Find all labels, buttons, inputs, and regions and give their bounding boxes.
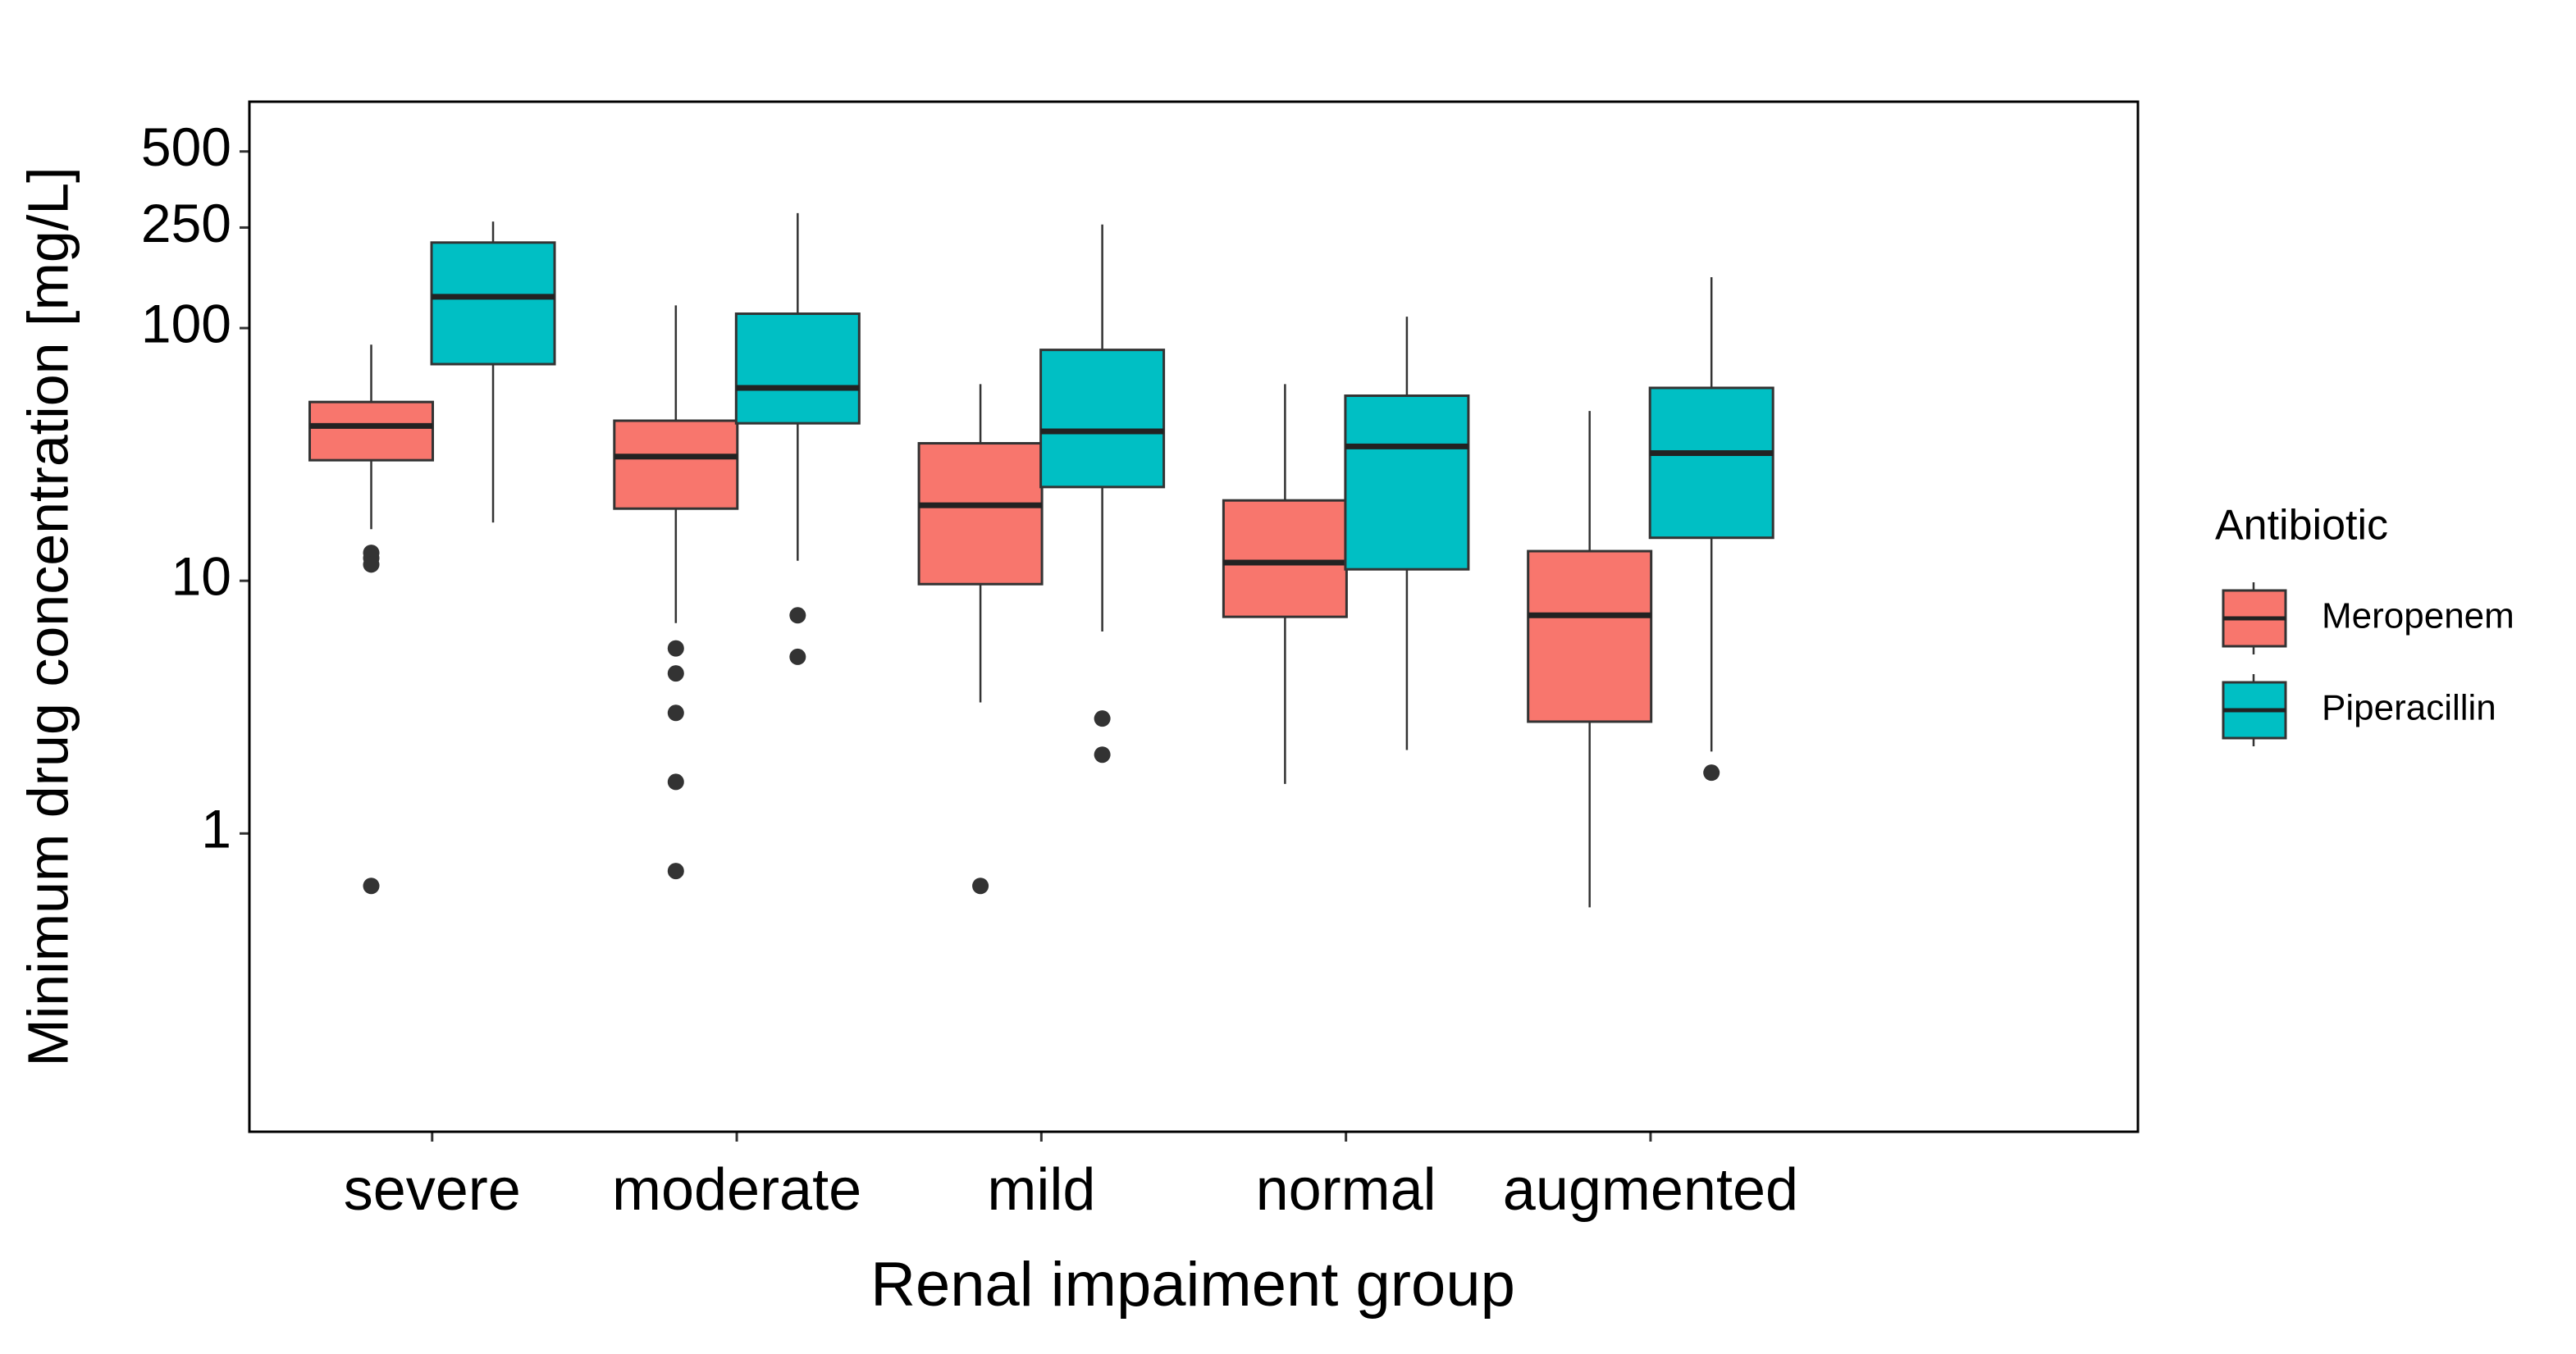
y-tick-label: 1 — [201, 799, 231, 859]
outlier — [363, 878, 380, 895]
box — [1648, 386, 1774, 540]
y-tick-label: 250 — [141, 193, 231, 253]
x-tick-label: severe — [344, 1157, 521, 1223]
box — [613, 419, 739, 510]
outlier — [1703, 764, 1720, 782]
outlier — [1094, 710, 1111, 727]
outlier — [667, 773, 684, 791]
box — [1039, 349, 1166, 489]
x-tick-label: mild — [987, 1157, 1095, 1223]
legend-label: Meropenem — [2322, 596, 2514, 636]
y-axis-title: Minimum drug concentration [mg/L] — [16, 166, 80, 1066]
box — [430, 241, 556, 366]
x-axis-title: Renal impaiment group — [870, 1250, 1515, 1320]
box — [1344, 394, 1470, 571]
x-tick-label: moderate — [612, 1157, 861, 1223]
box — [1222, 499, 1348, 618]
box — [308, 400, 435, 462]
x-tick-label: normal — [1256, 1157, 1436, 1223]
outlier — [667, 863, 684, 880]
outlier — [667, 704, 684, 722]
legend-label: Piperacillin — [2322, 688, 2496, 728]
outlier — [1094, 746, 1111, 764]
outlier — [667, 665, 684, 682]
outlier — [789, 648, 806, 665]
y-tick-label: 100 — [141, 293, 231, 353]
outlier — [789, 607, 806, 624]
outlier — [363, 556, 380, 573]
x-tick-label: augmented — [1503, 1157, 1798, 1223]
legend-title: Antibiotic — [2215, 502, 2388, 549]
y-tick-label: 500 — [141, 116, 231, 177]
box — [1527, 549, 1653, 723]
box — [917, 442, 1044, 586]
box — [734, 312, 861, 425]
plot-border — [248, 100, 2140, 1133]
y-tick-label: 10 — [171, 546, 231, 607]
outlier — [972, 878, 989, 895]
outlier — [667, 640, 684, 657]
